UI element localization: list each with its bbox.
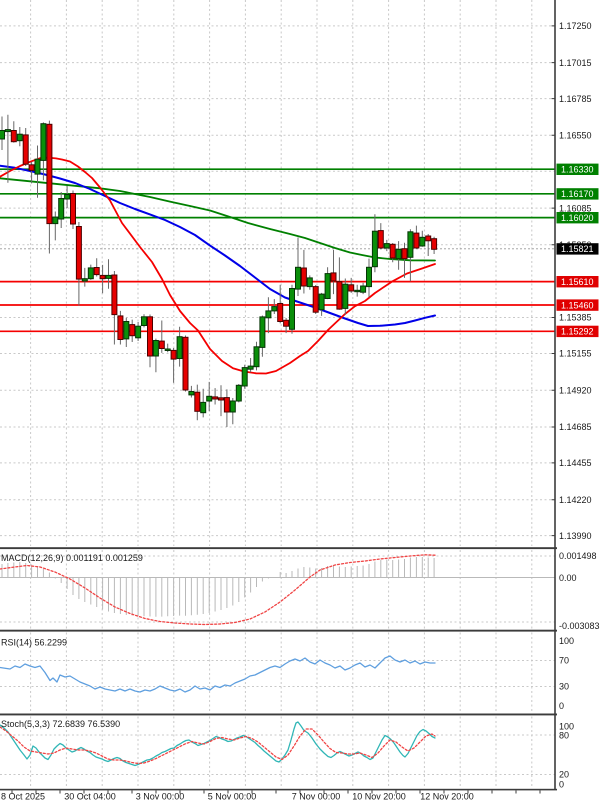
svg-text:0: 0: [559, 780, 564, 790]
svg-text:1.15821: 1.15821: [561, 244, 594, 254]
svg-text:8 Oct 2025: 8 Oct 2025: [1, 792, 45, 802]
svg-text:1.16085: 1.16085: [559, 203, 592, 213]
svg-text:1.17250: 1.17250: [559, 21, 592, 31]
svg-text:80: 80: [559, 731, 569, 741]
svg-text:1.16020: 1.16020: [561, 213, 594, 223]
svg-text:1.15610: 1.15610: [561, 277, 594, 287]
svg-text:1.14685: 1.14685: [559, 422, 592, 432]
svg-text:RSI(14) 56.2299: RSI(14) 56.2299: [1, 637, 67, 647]
svg-text:0.00: 0.00: [559, 573, 577, 583]
svg-text:12 Nov 20:00: 12 Nov 20:00: [420, 792, 474, 802]
svg-text:1.14455: 1.14455: [559, 458, 592, 468]
svg-text:1.15292: 1.15292: [561, 327, 594, 337]
svg-text:1.14220: 1.14220: [559, 495, 592, 505]
svg-text:-0.003083: -0.003083: [559, 621, 600, 631]
svg-text:70: 70: [559, 656, 569, 666]
svg-text:1.16330: 1.16330: [561, 165, 594, 175]
svg-text:1.15460: 1.15460: [561, 300, 594, 310]
svg-text:5 Nov 00:00: 5 Nov 00:00: [208, 792, 257, 802]
svg-text:0: 0: [559, 701, 564, 711]
svg-text:1.17015: 1.17015: [559, 58, 592, 68]
svg-text:1.15155: 1.15155: [559, 349, 592, 359]
svg-text:MACD(12,26,9) 0.001191 0.00125: MACD(12,26,9) 0.001191 0.001259: [1, 553, 143, 563]
svg-text:1.15385: 1.15385: [559, 313, 592, 323]
svg-text:1.13990: 1.13990: [559, 531, 592, 541]
svg-text:100: 100: [559, 636, 574, 646]
svg-text:10 Nov 20:00: 10 Nov 20:00: [352, 792, 406, 802]
svg-text:1.16550: 1.16550: [559, 131, 592, 141]
svg-text:Stoch(5,3,3) 72.6839 76.5390: Stoch(5,3,3) 72.6839 76.5390: [1, 719, 120, 729]
svg-text:3 Nov 00:00: 3 Nov 00:00: [136, 792, 185, 802]
svg-text:100: 100: [559, 722, 574, 732]
svg-text:0.001498: 0.001498: [559, 551, 597, 561]
svg-text:1.16170: 1.16170: [561, 189, 594, 199]
svg-text:30: 30: [559, 682, 569, 692]
svg-text:1.14920: 1.14920: [559, 385, 592, 395]
svg-text:30 Oct 04:00: 30 Oct 04:00: [64, 792, 116, 802]
svg-text:1.16785: 1.16785: [559, 94, 592, 104]
svg-text:7 Nov 00:00: 7 Nov 00:00: [292, 792, 341, 802]
svg-text:20: 20: [559, 770, 569, 780]
